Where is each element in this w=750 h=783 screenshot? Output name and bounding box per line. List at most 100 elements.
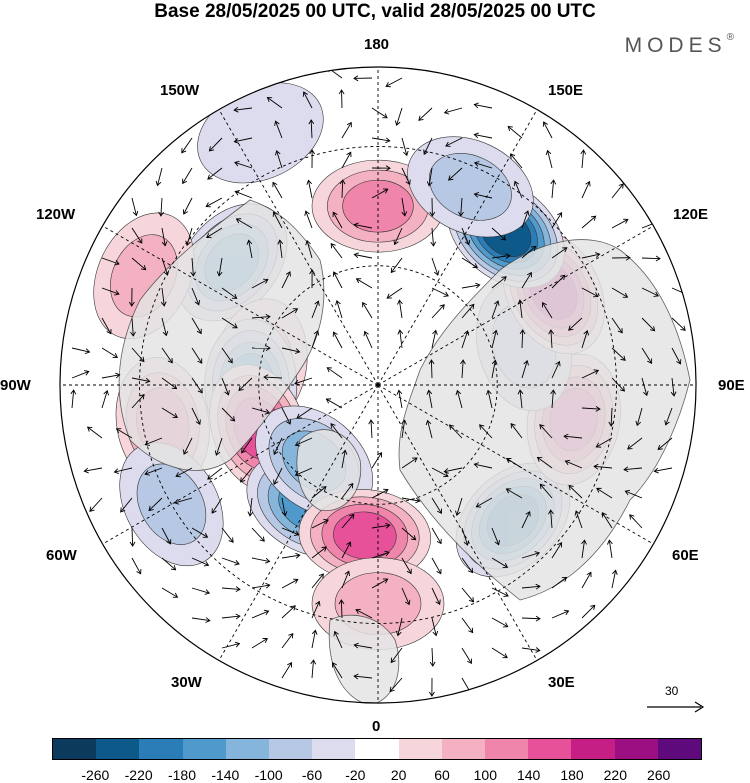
- wind-arrow: [385, 77, 403, 88]
- wind-arrow: [207, 467, 223, 480]
- wind-arrow: [521, 510, 531, 529]
- wind-arrow: [461, 647, 472, 665]
- wind-arrow: [401, 527, 417, 541]
- wind-arrow: [205, 197, 223, 208]
- wind-arrow: [596, 487, 613, 499]
- wind-arrow: [426, 167, 433, 187]
- wind-arrow: [338, 89, 345, 109]
- wind-arrow: [629, 514, 643, 529]
- wind-arrow: [71, 347, 91, 354]
- wind-arrow: [491, 587, 509, 597]
- wind-arrow: [389, 677, 403, 693]
- wind-arrow: [191, 617, 211, 623]
- wind-arrow: [355, 278, 373, 289]
- wind-arrow: [505, 488, 523, 499]
- wind-arrow: [273, 467, 283, 485]
- colorbar-cell: [614, 739, 658, 759]
- wind-arrow: [191, 287, 201, 306]
- wind-arrow: [281, 407, 292, 425]
- wind-arrow: [473, 161, 493, 169]
- wind-arrow: [294, 467, 313, 477]
- wind-arrow: [653, 467, 673, 474]
- wind-arrow: [491, 359, 498, 379]
- wind-arrow: [545, 149, 553, 169]
- wind-arrow: [207, 167, 223, 180]
- lon-label-150w: 150W: [160, 82, 200, 99]
- wind-arrow: [101, 389, 109, 409]
- wind-arrow: [611, 287, 629, 298]
- wind-arrow: [302, 91, 313, 109]
- wind-arrow: [274, 120, 283, 139]
- wind-arrow: [425, 419, 433, 439]
- colorbar-tick-label: -140: [211, 767, 240, 783]
- wind-arrow: [461, 227, 471, 246]
- wind-arrow: [363, 330, 373, 349]
- wind-arrow: [624, 489, 643, 499]
- meridian-line: [377, 225, 654, 386]
- anomaly-contour: [342, 179, 414, 233]
- wind-arrow: [429, 197, 436, 217]
- wind-arrow: [548, 329, 554, 349]
- wind-arrow: [281, 347, 301, 354]
- wind-arrow: [234, 160, 253, 169]
- wind-arrow: [311, 546, 327, 559]
- wind-arrow: [161, 377, 178, 390]
- colorbar-cell: [485, 739, 529, 759]
- wind-arrow: [455, 497, 463, 517]
- wind-arrow: [581, 287, 599, 298]
- wind-arrow: [335, 299, 343, 319]
- wind-arrow: [551, 542, 563, 559]
- colorbar-tick-label: 140: [516, 767, 541, 783]
- wind-arrow: [401, 167, 411, 186]
- map-border: [59, 66, 697, 704]
- wind-arrow: [491, 227, 507, 241]
- wind-arrow: [491, 300, 500, 319]
- wind-arrow: [519, 329, 526, 349]
- wind-arrow: [521, 647, 541, 653]
- wind-arrow: [233, 106, 253, 113]
- wind-arrow: [550, 389, 556, 409]
- wind-arrow: [161, 527, 172, 545]
- wind-arrow: [521, 359, 529, 379]
- wind-arrow: [581, 180, 591, 199]
- colorbar-cell: [312, 739, 356, 759]
- wind-arrow: [401, 557, 412, 575]
- wind-arrow: [144, 437, 163, 446]
- wind-arrow: [281, 632, 294, 649]
- wind-arrow: [461, 282, 481, 289]
- meridian-line: [377, 384, 538, 661]
- wind-arrow: [491, 253, 511, 259]
- wind-arrow: [581, 329, 589, 349]
- wind-arrow: [251, 638, 269, 649]
- wind-arrow: [281, 662, 292, 679]
- wind-arrow: [190, 257, 196, 277]
- wind-arrow: [272, 181, 283, 199]
- wind-arrow: [461, 557, 474, 574]
- wind-arrow: [623, 466, 643, 473]
- wind-arrow: [521, 615, 541, 622]
- wind-arrow: [306, 179, 313, 199]
- wind-arrow: [401, 197, 408, 217]
- colorbar-cell: [398, 739, 442, 759]
- wind-arrow: [510, 153, 523, 169]
- map-title: Base 28/05/2025 00 UTC, valid 28/05/2025…: [154, 1, 596, 22]
- latitude-circles: [139, 146, 617, 624]
- wind-arrow: [221, 641, 241, 649]
- wind-arrow: [221, 527, 234, 543]
- colorbar: [52, 738, 702, 760]
- wind-arrow: [341, 121, 352, 139]
- wind-vector-layer: [70, 67, 690, 697]
- wind-arrow: [311, 600, 321, 619]
- wind-arrow: [574, 510, 583, 529]
- wind-arrow: [353, 673, 373, 680]
- colorbar-tick-label: 220: [603, 767, 628, 783]
- wind-arrow: [431, 304, 445, 319]
- anomaly-center: [298, 488, 432, 582]
- wind-arrow: [71, 370, 90, 379]
- anomaly-center: [311, 159, 445, 253]
- lon-label-60w: 60W: [46, 547, 77, 564]
- colorbar-tick-label: -180: [167, 767, 197, 783]
- wind-arrow: [296, 407, 313, 419]
- wind-arrow: [595, 437, 613, 448]
